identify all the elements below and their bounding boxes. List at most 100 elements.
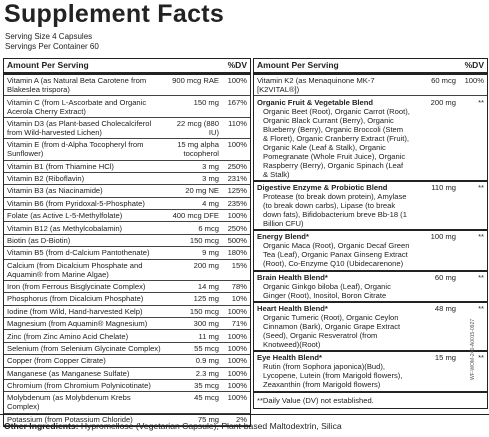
- amount: 400 mcg DFE: [168, 209, 222, 223]
- footnote: **Daily Value (DV) not established.: [257, 395, 374, 405]
- other-ingredients-text: Hypromellose (Vegetarian Capsule), Plant…: [80, 421, 342, 431]
- nutrient-name: Potassium (from Potassium Chloride): [7, 414, 133, 424]
- nutrient-row: Vitamin B12 (as Methylcobalamin) 6 mcg 250…: [4, 221, 250, 235]
- nutrient-name: Vitamin B1 (from Thiamine HCl): [7, 161, 114, 171]
- nutrient-name: Brain Health Blend*: [257, 272, 328, 282]
- daily-value: 100%: [222, 367, 250, 380]
- nutrient-name: Energy Blend*: [257, 232, 309, 242]
- amount: 22 mcg (880 IU): [168, 117, 222, 140]
- daily-value: 100%: [222, 73, 250, 97]
- name-cell: Molybdenum (as Molybdenum Krebs Complex): [4, 391, 168, 414]
- nutrient-row: Vitamin K2 (as Menaquinone MK-7 [K2VITAL…: [254, 73, 487, 97]
- nutrient-row: Copper (from Copper Citrate) 0.9 mg 100%: [4, 354, 250, 368]
- other-ingredients: Other Ingredients: Hypromellose (Vegetar…: [4, 421, 342, 431]
- nutrient-row: Vitamin C (from L-Ascorbate and Organic …: [4, 95, 250, 118]
- nutrient-name: Selenium (from Selenium Glycinate Comple…: [7, 343, 161, 353]
- daily-value: 2%: [222, 413, 250, 427]
- daily-value: 100%: [459, 73, 487, 97]
- daily-value: 100%: [222, 329, 250, 343]
- ingredients: Rutin (from Sophora japonica)(Bud), Lyco…: [263, 362, 403, 390]
- daily-value: 250%: [222, 160, 250, 173]
- daily-value: 15%: [222, 259, 250, 281]
- name-cell: Heart Health Blend* Organic Tumeric (Root…: [254, 301, 413, 353]
- blend-row: Digestive Enzyme & Probiotic Blend Protea…: [254, 180, 487, 232]
- amount: 150 mcg: [168, 305, 222, 319]
- title: Supplement Facts: [4, 0, 225, 28]
- daily-value: 110%: [222, 117, 250, 140]
- nutrient-name: Vitamin B6 (from Pyridoxal-5-Phosphate): [7, 198, 145, 208]
- daily-value: 100%: [222, 342, 250, 356]
- name-cell: Vitamin B1 (from Thiamine HCl): [4, 160, 168, 173]
- header-row: Amount Per Serving %DV: [4, 59, 250, 75]
- nutrient-name: Iron (from Ferrous Bisglycinate Complex): [7, 282, 146, 292]
- ingredients: Organic Tumeric (Root), Organic Ceylon C…: [263, 313, 401, 350]
- amount: 125 mg: [168, 292, 222, 306]
- daily-value: 235%: [222, 197, 250, 211]
- nutrient-row: Vitamin B1 (from Thiamine HCl) 3 mg 250%: [4, 160, 250, 173]
- amount-header: Amount Per Serving: [254, 59, 459, 75]
- name-cell: Vitamin E (from d-Alpha Tocopheryl from …: [4, 138, 168, 161]
- nutrient-name: Vitamin B2 (Riboflavin): [7, 174, 85, 184]
- amount: 20 mg NE: [168, 184, 222, 198]
- nutrient-row: Vitamin B6 (from Pyridoxal-5-Phosphate) 4…: [4, 197, 250, 211]
- daily-value: 180%: [222, 246, 250, 260]
- daily-value: **: [459, 270, 487, 303]
- amount: 15 mg: [413, 351, 459, 393]
- daily-value: 100%: [222, 305, 250, 319]
- amount: 55 mcg: [168, 342, 222, 356]
- name-cell: Vitamin A (as Natural Beta Carotene from…: [4, 73, 168, 97]
- amount: 60 mcg: [413, 73, 459, 97]
- nutrient-name: Calcium (from Dicalcium Phosphate and Aq…: [7, 260, 143, 279]
- nutrient-row: Calcium (from Dicalcium Phosphate and Aq…: [4, 259, 250, 281]
- daily-value: 250%: [222, 221, 250, 235]
- name-cell: Organic Fruit & Vegetable Blend Organic B…: [254, 95, 413, 182]
- name-cell: Brain Health Blend* Organic Ginkgo biloba…: [254, 270, 413, 303]
- nutrient-name: Iodine (from Wild, Hand-harvested Kelp): [7, 306, 143, 316]
- daily-value: 500%: [222, 234, 250, 248]
- nutrient-name: Eye Health Blend*: [257, 353, 322, 363]
- amount: 4 mg: [168, 197, 222, 211]
- name-cell: Copper (from Copper Citrate): [4, 354, 168, 368]
- nutrient-name: Vitamin B12 (as Methylcobalamin): [7, 223, 123, 233]
- daily-value: 100%: [222, 209, 250, 223]
- amount: 3 mg: [168, 160, 222, 173]
- amount: 75 mg: [168, 413, 222, 427]
- name-cell: Vitamin B2 (Riboflavin): [4, 172, 168, 186]
- ingredients: Protease (to break down protein), Amylas…: [263, 191, 407, 228]
- name-cell: Zinc (from Zinc Amino Acid Chelate): [4, 329, 168, 343]
- nutrient-row: Vitamin A (as Natural Beta Carotene from…: [4, 73, 250, 97]
- amount: 110 mg: [413, 180, 459, 232]
- nutrient-name: Zinc (from Zinc Amino Acid Chelate): [7, 331, 129, 341]
- nutrient-name: Vitamin B5 (from d-Calcium Pantothenate): [7, 248, 150, 258]
- amount: 200 mg: [168, 259, 222, 281]
- amount: 2.3 mg: [168, 367, 222, 380]
- daily-value: **: [459, 95, 487, 182]
- name-cell: Calcium (from Dicalcium Phosphate and Aq…: [4, 259, 168, 281]
- nutrient-name: Folate (as Active L-5-Methylfolate): [7, 211, 123, 221]
- name-cell: Vitamin D3 (as Plant-based Cholecalcifer…: [4, 117, 168, 140]
- nutrient-row: Molybdenum (as Molybdenum Krebs Complex)…: [4, 391, 250, 414]
- nutrient-name: Vitamin A (as Natural Beta Carotene from…: [7, 76, 147, 95]
- daily-value: 100%: [222, 354, 250, 368]
- name-cell: Vitamin C (from L-Ascorbate and Organic …: [4, 95, 168, 118]
- name-cell: Manganese (as Manganese Sulfate): [4, 367, 168, 380]
- divider: [0, 414, 489, 415]
- amount: 0.9 mg: [168, 354, 222, 368]
- nutrient-row: Magnesium (from Aquamin® Magnesium) 300 m…: [4, 317, 250, 331]
- amount: 9 mg: [168, 246, 222, 260]
- name-cell: Potassium (from Potassium Chloride): [4, 413, 168, 427]
- nutrient-row: Chromium (from Chromium Polynicotinate) 3…: [4, 379, 250, 393]
- amount: 3 mg: [168, 172, 222, 186]
- nutrient-name: Vitamin C (from L-Ascorbate and Organic …: [7, 97, 147, 116]
- nutrient-name: Biotin (as D-Biotin): [7, 235, 71, 245]
- nutrient-row: Vitamin D3 (as Plant-based Cholecalcifer…: [4, 117, 250, 140]
- name-cell: Energy Blend* Organic Maca (Root), Organi…: [254, 230, 413, 272]
- amount: 200 mg: [413, 95, 459, 182]
- blend-row: Heart Health Blend* Organic Tumeric (Root…: [254, 301, 487, 353]
- name-cell: Selenium (from Selenium Glycinate Comple…: [4, 342, 168, 356]
- nutrient-row: Phosphorus (from Dicalcium Phosphate) 125…: [4, 292, 250, 306]
- name-cell: Vitamin B5 (from d-Calcium Pantothenate): [4, 246, 168, 260]
- daily-value: **: [459, 180, 487, 232]
- nutrient-row: Selenium (from Selenium Glycinate Comple…: [4, 342, 250, 356]
